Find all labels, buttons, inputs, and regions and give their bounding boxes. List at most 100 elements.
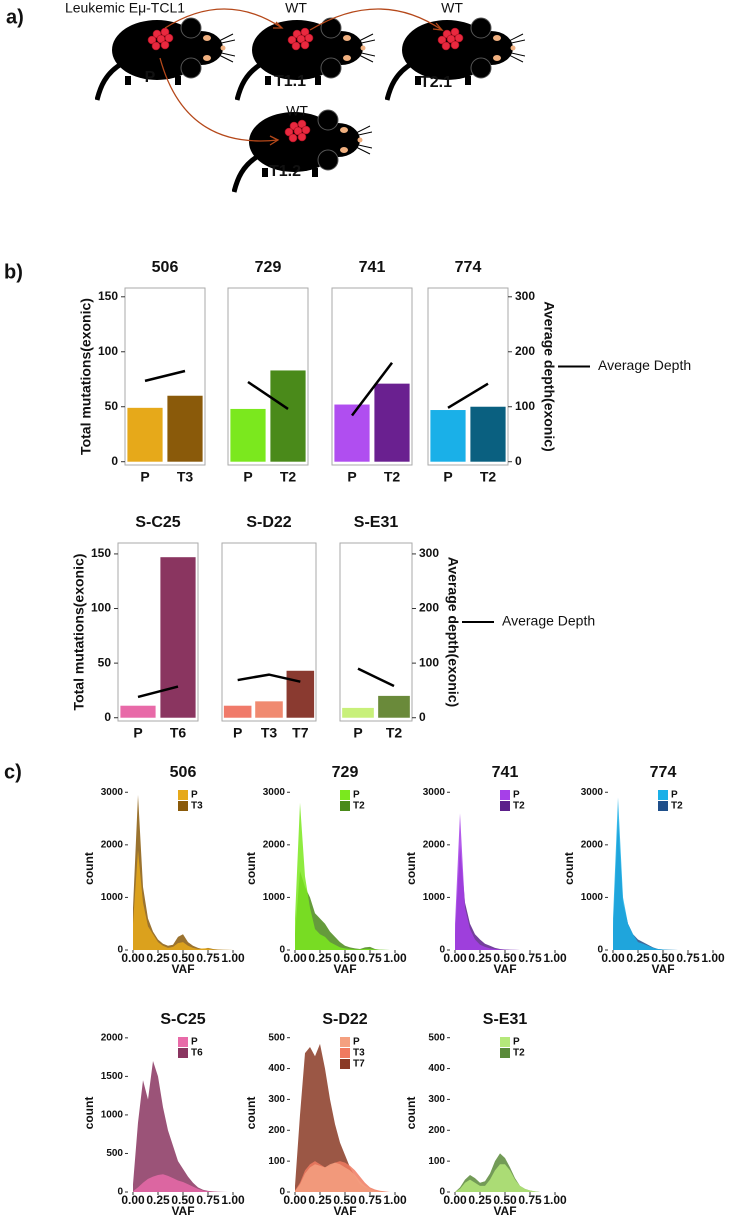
node-label: T2.1: [420, 74, 452, 91]
x-tick-label: 0.25: [468, 951, 492, 965]
source-label: Leukemic Eμ-TCL1: [65, 0, 185, 16]
x-tick-label: 0.75: [676, 951, 700, 965]
chart-title: S-C25: [160, 1011, 205, 1028]
depth-line: [237, 673, 301, 683]
x-tick-label: 0.50: [171, 1193, 195, 1207]
bar: [374, 383, 410, 462]
y-tick-label: 0: [597, 945, 603, 956]
depth-line: [144, 369, 186, 383]
x-tick-label: 0.75: [358, 951, 382, 965]
y2-tick-label: 200: [515, 344, 535, 358]
legend-label: P: [191, 1037, 198, 1048]
y-tick-label: 3000: [581, 787, 604, 798]
y2-axis-label: Average depth(exonic): [541, 301, 557, 451]
legend-swatch: [658, 790, 668, 800]
x-tick-label: 0.25: [468, 1193, 492, 1207]
legend-swatch: [340, 1059, 350, 1069]
legend-label: T2: [513, 801, 525, 812]
y-tick-label: 50: [98, 655, 112, 669]
mouse-icon: [387, 18, 525, 100]
x-tick-label: 0.50: [333, 951, 357, 965]
y-axis-label: count: [404, 852, 418, 885]
y-tick-label: 2000: [581, 839, 604, 850]
chart-title: S-D22: [322, 1011, 367, 1028]
x-tick-label: 0.25: [308, 1193, 332, 1207]
legend-label: Average Depth: [598, 357, 691, 373]
chart-title: 506: [170, 764, 197, 781]
legend-label: P: [353, 790, 360, 801]
y-tick-label: 400: [268, 1063, 285, 1074]
x-tick-label: P: [347, 469, 356, 485]
y-tick-label: 0: [117, 1187, 123, 1198]
legend-label: P: [671, 790, 678, 801]
x-axis-label: VAF: [333, 1204, 356, 1218]
y-tick-label: 300: [268, 1094, 285, 1105]
density-area: [295, 1162, 395, 1192]
y-tick-label: 1000: [423, 892, 446, 903]
x-tick-label: 0.00: [283, 951, 307, 965]
x-tick-label: T2: [280, 469, 297, 485]
x-tick-label: P: [140, 469, 149, 485]
y-tick-label: 0: [111, 454, 118, 468]
density-area: [133, 1060, 233, 1192]
density-area: [455, 813, 555, 950]
x-axis-label: VAF: [171, 1204, 194, 1218]
depth-line: [137, 685, 179, 699]
y-tick-label: 1000: [581, 892, 604, 903]
y-tick-label: 0: [279, 945, 285, 956]
bar: [223, 705, 252, 718]
legend-swatch: [178, 1037, 188, 1047]
y-tick-label: 2000: [101, 839, 124, 850]
x-tick-label: T2: [386, 725, 403, 741]
x-tick-label: 0.75: [196, 951, 220, 965]
bar: [342, 707, 374, 718]
strain-label: WT: [285, 0, 307, 16]
bar: [378, 695, 410, 718]
x-tick-label: 1.00: [701, 951, 725, 965]
y2-tick-label: 0: [419, 710, 426, 724]
x-tick-label: 1.00: [221, 951, 245, 965]
x-tick-label: 1.00: [543, 951, 567, 965]
legend-swatch: [658, 801, 668, 811]
x-tick-label: 0.75: [518, 1193, 542, 1207]
legend-swatch: [178, 790, 188, 800]
y-tick-label: 400: [428, 1063, 445, 1074]
mouse-icon: [97, 18, 235, 100]
x-tick-label: P: [353, 725, 362, 741]
y-tick-label: 1500: [101, 1071, 124, 1082]
density-area: [295, 802, 395, 950]
chart-title: 729: [332, 764, 359, 781]
depth-line: [447, 382, 489, 409]
y-tick-label: 300: [428, 1094, 445, 1105]
chart-title: S-C25: [135, 514, 180, 531]
y-tick-label: 150: [98, 289, 118, 303]
x-tick-label: 1.00: [383, 1193, 407, 1207]
y-tick-label: 2000: [101, 1032, 124, 1043]
x-tick-label: 1.00: [383, 951, 407, 965]
y-axis-label: count: [82, 852, 96, 885]
legend-swatch: [340, 801, 350, 811]
x-tick-label: 1.00: [543, 1193, 567, 1207]
chart-title: S-E31: [483, 1011, 528, 1028]
depth-line: [247, 380, 289, 410]
legend-swatch: [340, 790, 350, 800]
x-tick-label: 0.75: [518, 951, 542, 965]
x-tick-label: P: [233, 725, 242, 741]
x-axis-label: VAF: [651, 962, 674, 976]
x-tick-label: P: [443, 469, 452, 485]
bar: [255, 701, 283, 718]
x-tick-label: 0.00: [601, 951, 625, 965]
plot-frame: [331, 287, 413, 466]
density-area: [455, 1164, 555, 1192]
legend-label: T2: [671, 801, 683, 812]
chart-title: S-E31: [354, 514, 399, 531]
chart-title: S-D22: [246, 514, 291, 531]
x-axis-label: VAF: [171, 962, 194, 976]
y-tick-label: 1000: [101, 892, 124, 903]
x-tick-label: 0.00: [121, 1193, 145, 1207]
y-tick-label: 500: [428, 1032, 445, 1043]
legend-swatch: [340, 1048, 350, 1058]
x-tick-label: 0.25: [626, 951, 650, 965]
y-tick-label: 100: [428, 1156, 445, 1167]
